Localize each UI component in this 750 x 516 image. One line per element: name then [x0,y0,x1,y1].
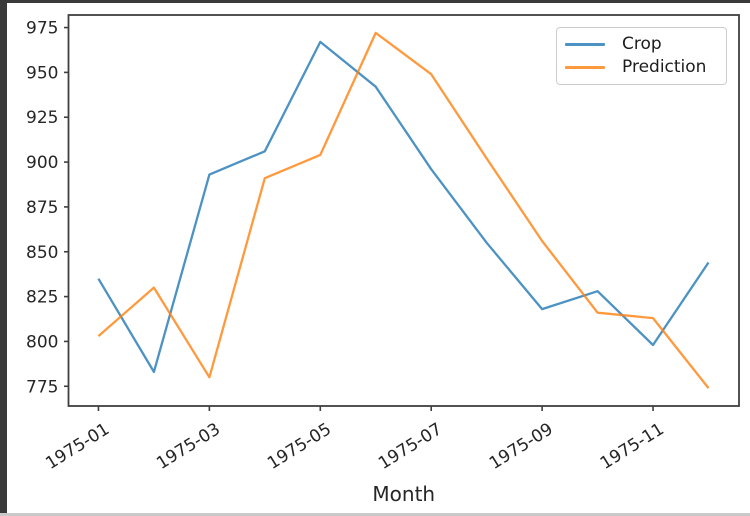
y-tick-label: 950 [26,63,58,83]
legend-label-crop: Crop [622,34,662,54]
prediction-line [97,31,710,389]
y-tick-label: 875 [26,198,58,218]
x-axis-label: Month [372,482,435,506]
window-frame-top [0,0,750,3]
y-tick-label: 850 [26,243,58,263]
y-tick-label: 775 [26,377,58,397]
x-tick-label: 1975-09 [486,419,557,474]
y-tick-label: 800 [26,332,58,352]
legend: Crop Prediction [556,27,727,85]
axes-spines [67,14,740,407]
y-tick-label: 925 [26,108,58,128]
y-tick-label: 975 [26,19,58,39]
x-tick-label: 1975-01 [42,419,113,474]
x-tick-label: 1975-03 [153,419,224,474]
crop-line-swatch [565,43,605,46]
y-tick-label: 825 [26,288,58,308]
y-tick-label: 900 [26,153,58,173]
legend-item-crop: Crop [565,36,718,53]
x-tick-label: 1975-11 [597,419,668,474]
x-tick-label: 1975-07 [375,419,446,474]
x-tick-label: 1975-05 [264,419,335,474]
crop-line [97,40,710,374]
window-frame-left [0,0,7,516]
legend-label-prediction: Prediction [622,57,707,77]
window-frame-bottom [0,513,750,516]
prediction-line-swatch [565,66,605,69]
legend-item-prediction: Prediction [565,59,718,76]
